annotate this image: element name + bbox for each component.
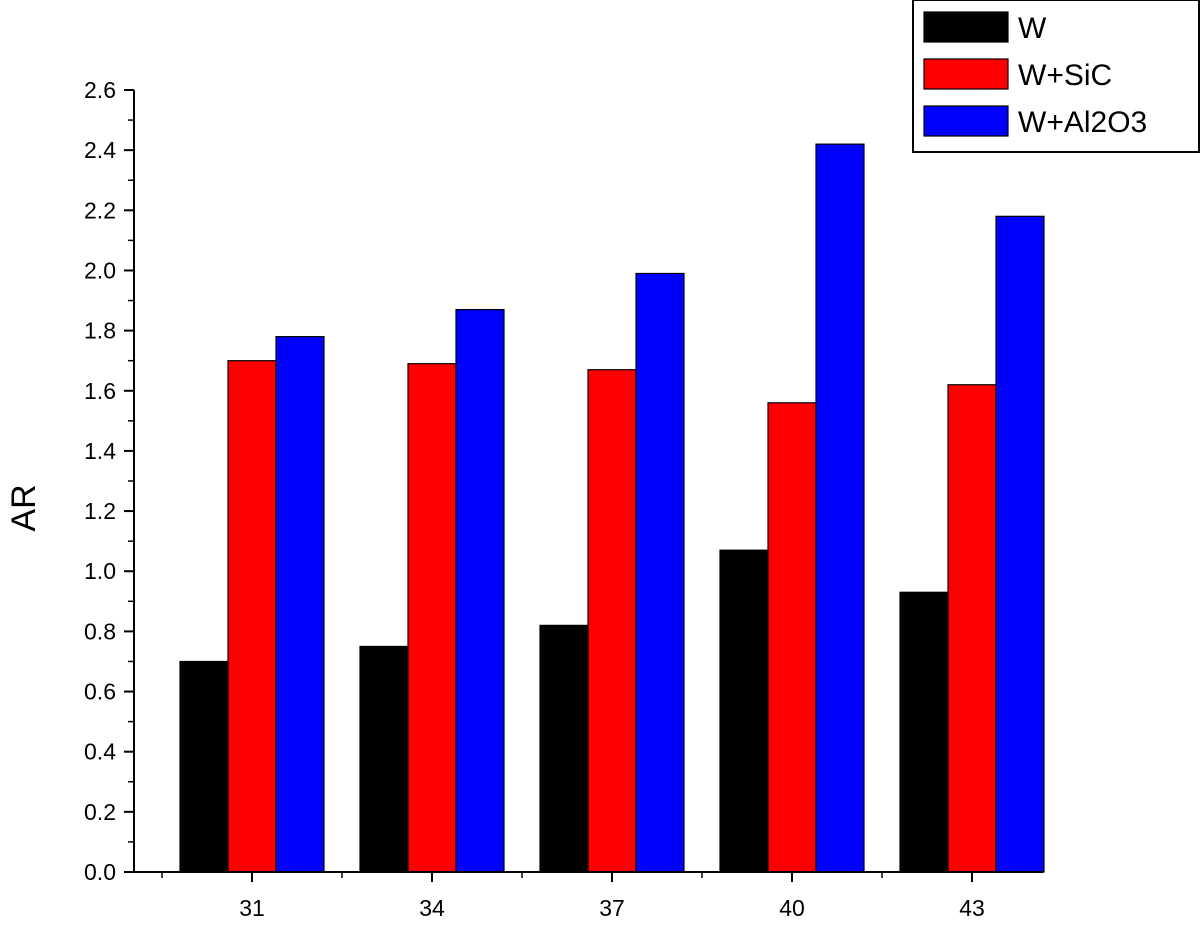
y-tick-label: 1.2 — [84, 498, 116, 524]
y-tick-label: 1.8 — [84, 318, 116, 344]
bars-layer — [179, 143, 1045, 873]
legend-swatch — [923, 105, 1009, 137]
y-tick-label: 0.0 — [84, 859, 116, 885]
legend-label: W+Al2O3 — [1018, 106, 1147, 139]
x-tick-label: 43 — [959, 895, 985, 921]
y-tick-label: 2.6 — [84, 77, 116, 103]
x-tick-label: 37 — [599, 895, 625, 921]
bar-w-sic-37 — [587, 369, 637, 873]
bar-w-sic-34 — [407, 363, 457, 873]
y-tick-label: 2.4 — [84, 137, 116, 163]
y-tick-label: 2.0 — [84, 257, 116, 283]
bar-w-al2o3-34 — [455, 308, 505, 873]
axes-layer: 0.0 0.2 0.4 0.6 0.8 1.0 1.2 1.4 1.6 1.8 2.0 2.2 2.4 2… — [84, 77, 1043, 921]
legend-swatch — [923, 58, 1009, 90]
y-tick-label: 0.6 — [84, 679, 116, 705]
legend: W W+SiC W+Al2O3 — [912, 0, 1200, 153]
legend-swatch — [923, 11, 1009, 43]
y-tick-label: 2.2 — [84, 197, 116, 223]
legend-label: W — [1018, 12, 1047, 45]
bar-w-37 — [539, 624, 589, 873]
y-tick-label: 1.0 — [84, 558, 116, 584]
x-tick-label: 31 — [239, 895, 265, 921]
y-tick-label: 1.6 — [84, 378, 116, 404]
bar-w-al2o3-43 — [995, 215, 1045, 873]
x-tick-label: 34 — [419, 895, 445, 921]
y-tick-label: 0.8 — [84, 618, 116, 644]
bar-w-43 — [899, 591, 949, 873]
bar-w-al2o3-40 — [815, 143, 865, 873]
y-tick-label: 0.2 — [84, 799, 116, 825]
bar-w-sic-31 — [227, 360, 277, 873]
legend-label: W+SiC — [1018, 59, 1112, 92]
bar-w-al2o3-31 — [275, 336, 325, 873]
y-axis-title: AR — [5, 484, 43, 531]
bar-w-al2o3-37 — [635, 272, 685, 873]
y-tick-label: 0.4 — [84, 739, 116, 765]
bar-w-34 — [359, 645, 409, 873]
x-tick-label: 40 — [779, 895, 805, 921]
y-tick-label: 1.4 — [84, 438, 116, 464]
bar-w-sic-40 — [767, 402, 817, 873]
bar-w-sic-43 — [947, 384, 997, 873]
bar-w-31 — [179, 660, 229, 873]
bar-w-40 — [719, 549, 769, 873]
